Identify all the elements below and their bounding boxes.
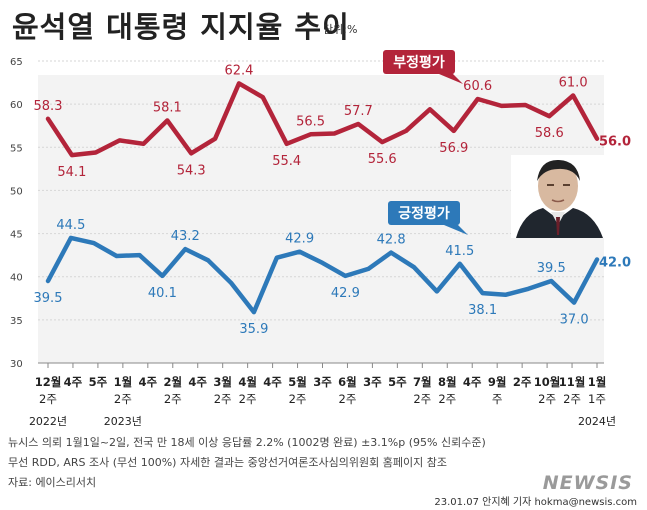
x-axis: 12월 2주 4주 5주 1월 2주 4주 2월 2주 4주 3월 2주 4월 2주 4주 5월 2주 3주 6월 2… — [29, 362, 616, 428]
x-tick-label: 2주 — [339, 392, 357, 406]
year-label: 2023년 — [104, 415, 142, 428]
data-label: 57.7 — [344, 104, 373, 119]
x-tick-label: 7월 — [413, 375, 432, 389]
x-tick-label: 2주 — [214, 392, 232, 406]
series-lines — [45, 81, 600, 315]
legend-box — [383, 50, 455, 74]
data-label: 55.4 — [272, 154, 301, 169]
y-tick-label: 30 — [10, 359, 23, 370]
data-label: 56.9 — [439, 141, 468, 156]
legend-box — [388, 201, 460, 225]
x-tick-label: 11월 — [559, 375, 586, 389]
data-label: 38.1 — [468, 303, 497, 318]
data-label: 56.0 — [599, 135, 631, 150]
legend-pointer — [444, 221, 468, 235]
x-tick-label: 6월 — [338, 375, 357, 389]
data-label: 42.0 — [599, 255, 631, 270]
x-tick-label: 4주 — [64, 375, 83, 389]
data-labels: 58.3 54.1 58.1 54.3 62.4 55.4 56.5 57.7 55.6 56.9… — [34, 63, 632, 337]
y-tick-label: 55 — [10, 143, 23, 154]
x-tick-label: 3주 — [313, 375, 332, 389]
plot-background — [38, 75, 604, 363]
x-tick-label: 12월 — [35, 375, 62, 389]
data-label: 35.9 — [239, 322, 268, 337]
x-tick-label: 1월 — [114, 375, 133, 389]
data-label: 55.6 — [368, 152, 397, 167]
legend-pointer — [439, 70, 463, 84]
x-tick-label: 5주 — [388, 375, 407, 389]
y-tick-label: 65 — [10, 57, 23, 68]
data-label: 37.0 — [560, 313, 589, 328]
x-tick-label: 2주 — [39, 392, 57, 406]
data-label: 56.5 — [296, 114, 325, 129]
data-label: 39.5 — [537, 261, 566, 276]
x-tick-label: 8월 — [438, 375, 457, 389]
data-label: 61.0 — [559, 76, 588, 91]
x-tick-label: 4주 — [463, 375, 482, 389]
data-label: 58.3 — [34, 99, 63, 114]
data-label: 60.6 — [463, 79, 492, 94]
approval-line-chart: 30 35 40 45 50 55 60 65 12월 2주 4주 5주 1월 2주 4주 2월 2주 4주 3월… — [10, 50, 632, 428]
x-tick-label: 2주 — [114, 392, 132, 406]
footnote-survey: 뉴시스 의뢰 1월1일~2일, 전국 만 18세 이상 응답률 2.2% (10… — [8, 436, 486, 449]
data-label: 42.8 — [377, 233, 406, 248]
legend-label: 긍정평가 — [398, 205, 450, 222]
x-tick-label: 2주 — [563, 392, 581, 406]
data-label: 42.9 — [331, 286, 360, 301]
legend-label: 부정평가 — [393, 54, 445, 71]
data-label: 62.4 — [224, 63, 253, 78]
data-label: 58.1 — [153, 101, 182, 116]
x-tick-label: 2주 — [413, 392, 431, 406]
x-tick-label: 4월 — [238, 375, 257, 389]
year-label: 2024년 — [578, 415, 616, 428]
chart-title: 윤석열 대통령 지지율 추이 — [12, 10, 350, 44]
data-label: 42.9 — [285, 232, 314, 247]
x-tick-label: 2주 — [164, 392, 182, 406]
x-tick-label: 2주 — [438, 392, 456, 406]
y-tick-label: 35 — [10, 316, 23, 327]
x-tick-label: 1월 — [588, 375, 607, 389]
data-label: 44.5 — [56, 218, 85, 233]
x-tick-label: 3주 — [363, 375, 382, 389]
data-label: 54.1 — [57, 165, 86, 180]
y-tick-label: 50 — [10, 186, 23, 197]
president-photo — [511, 155, 606, 238]
credit-line: 23.01.07 안지혜 기자 hokma@newsis.com — [434, 497, 637, 508]
data-label: 58.6 — [535, 126, 564, 141]
x-tick-label: 2주 — [513, 375, 532, 389]
y-tick-label: 45 — [10, 230, 23, 241]
data-label: 43.2 — [171, 229, 200, 244]
footnote-method: 무선 RDD, ARS 조사 (무선 100%) 자세한 결과는 중앙선거여론조… — [8, 456, 447, 469]
x-tick-label: 10월 — [534, 375, 561, 389]
x-tick-label: 2주 — [239, 392, 257, 406]
y-axis-ticks: 30 35 40 45 50 55 60 65 — [10, 57, 23, 370]
series-line — [45, 81, 600, 158]
data-label: 39.5 — [34, 291, 63, 306]
data-label: 40.1 — [148, 286, 177, 301]
x-tick-label: 2월 — [163, 375, 182, 389]
year-label: 2022년 — [29, 415, 67, 428]
x-tick-label: 9월 — [488, 375, 507, 389]
footnote-source: 자료: 에이스리서치 — [8, 476, 97, 489]
x-tick-label: 2주 — [289, 392, 307, 406]
y-tick-label: 60 — [10, 100, 23, 111]
x-tick-label: 4주 — [139, 375, 158, 389]
unit-label: 단위:% — [323, 23, 358, 36]
data-label: 41.5 — [445, 244, 474, 259]
data-label: 54.3 — [177, 163, 206, 178]
x-tick-label: 5주 — [89, 375, 108, 389]
x-tick-label: 3월 — [213, 375, 232, 389]
x-tick-label: 5월 — [288, 375, 307, 389]
x-tick-label: 1주 — [588, 392, 606, 406]
newsis-logo: NEWSIS — [542, 472, 633, 494]
x-tick-label: 2주 — [538, 392, 556, 406]
x-tick-label: 4주 — [263, 375, 282, 389]
y-tick-label: 40 — [10, 273, 23, 284]
x-tick-label: 주 — [492, 392, 503, 406]
x-tick-label: 4주 — [188, 375, 207, 389]
